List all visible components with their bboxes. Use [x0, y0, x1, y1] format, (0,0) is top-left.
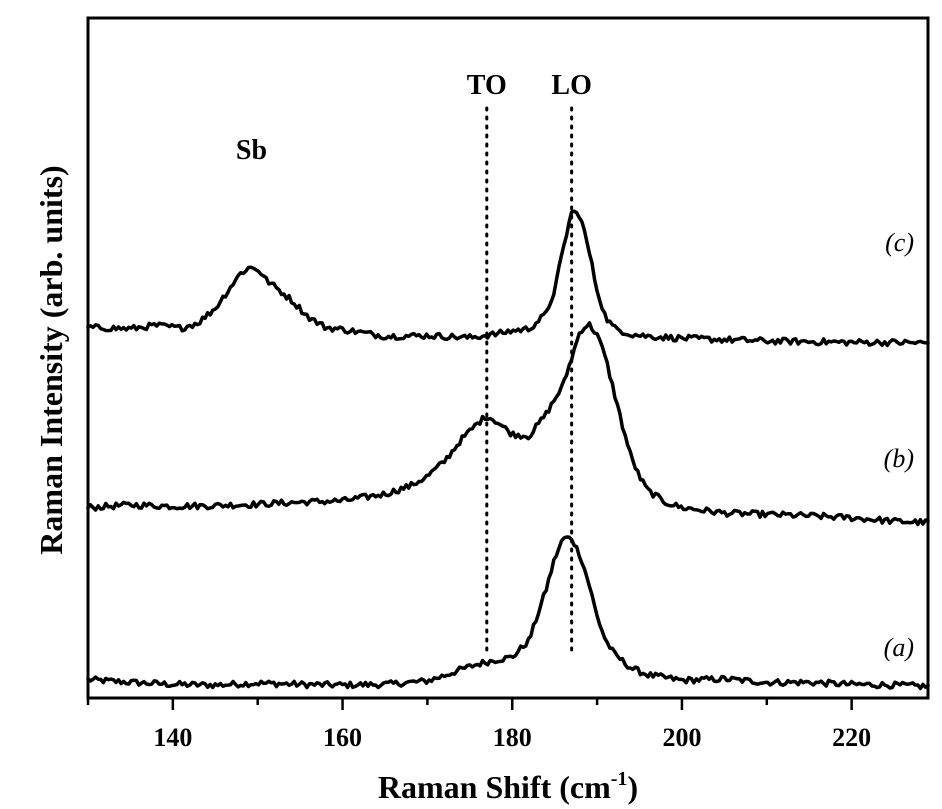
- series-line-c: [86, 209, 930, 348]
- x-axis-ticks: 140 160 180 200 220: [86, 698, 871, 752]
- x-axis-title: Raman Shift (cm-1): [378, 768, 638, 805]
- chart-labels: Sb TO LO (a) (b) (c): [236, 70, 914, 662]
- x-tick-label: 220: [832, 723, 871, 752]
- x-axis-title-superscript: -1: [611, 768, 628, 790]
- series-lines: [86, 209, 930, 691]
- x-tick-label: 200: [662, 723, 701, 752]
- to-annotation: TO: [467, 70, 507, 101]
- sb-annotation: Sb: [236, 135, 267, 166]
- series-label-c: (c): [885, 228, 914, 257]
- x-axis-title-main: Raman Shift (cm: [378, 769, 611, 805]
- y-axis-title: Raman Intensity (arb. units): [33, 165, 69, 554]
- peak-guide-lines: [485, 106, 574, 654]
- lo-annotation: LO: [551, 70, 591, 101]
- series-label-b: (b): [884, 444, 914, 473]
- plot-frame: [86, 16, 930, 700]
- series-line-b: [86, 321, 930, 527]
- x-tick-label: 180: [493, 723, 532, 752]
- x-axis-title-close: ): [627, 769, 638, 805]
- series-label-a: (a): [884, 633, 914, 662]
- x-tick-label: 140: [153, 723, 192, 752]
- x-tick-label: 160: [323, 723, 362, 752]
- series-line-a: [86, 535, 930, 691]
